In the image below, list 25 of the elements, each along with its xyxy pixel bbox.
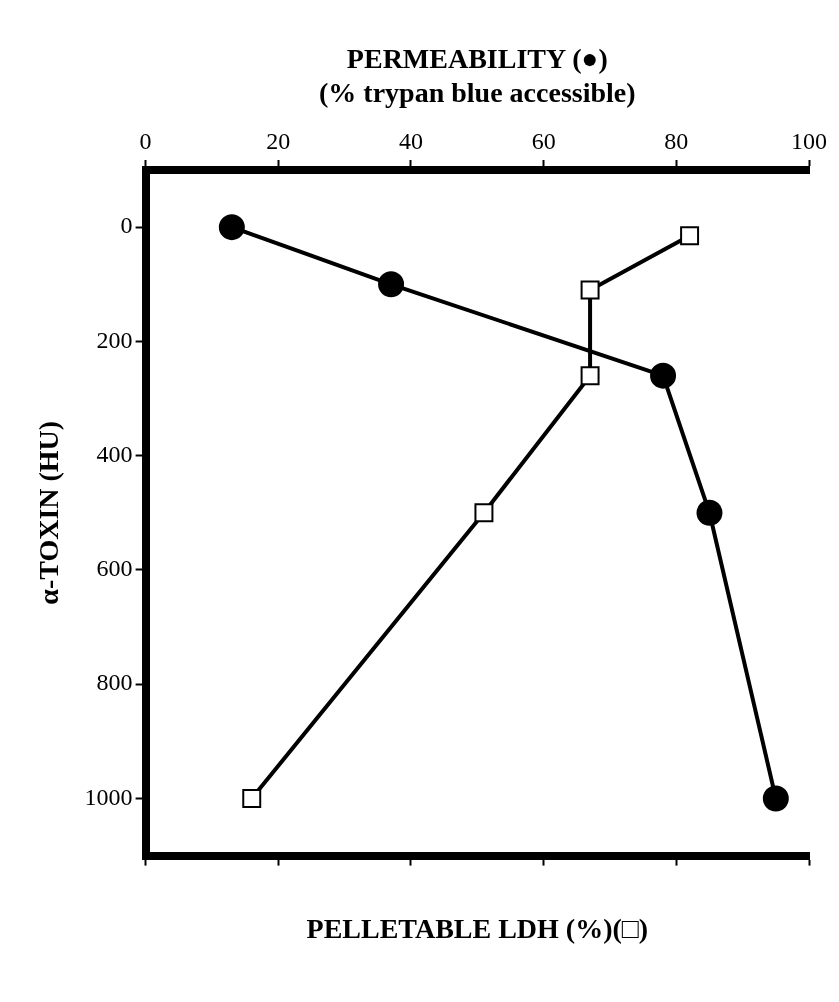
y-tick-label: 400 xyxy=(96,440,133,467)
x2-tick-label: 60 xyxy=(531,127,556,154)
y-tick-label: 600 xyxy=(96,555,133,582)
x2-tick-label: 0 xyxy=(139,127,152,154)
y-tick-label: 200 xyxy=(96,326,133,353)
point xyxy=(762,785,789,812)
x2-tick-label: 80 xyxy=(664,127,689,154)
point xyxy=(378,271,405,298)
point xyxy=(242,788,262,808)
point xyxy=(650,362,677,389)
x-axis-title: PELLETABLE LDH (%)(□) xyxy=(306,913,649,945)
point xyxy=(218,214,245,241)
y-tick-label: 800 xyxy=(96,669,133,696)
x2-axis-title: PERMEABILITY (●) (% trypan blue accessible) xyxy=(319,43,636,108)
x2-tick-label: 40 xyxy=(398,127,423,154)
y-tick-label: 0 xyxy=(120,212,133,239)
x2-tick-label: 20 xyxy=(266,127,291,154)
x2-tick-label: 100 xyxy=(791,127,827,154)
point xyxy=(580,366,600,386)
point xyxy=(474,503,494,523)
point xyxy=(580,280,600,300)
y-tick-label: 1000 xyxy=(84,783,133,810)
y-axis-title: α-TOXIN (HU) xyxy=(33,420,65,605)
point xyxy=(696,499,723,526)
point xyxy=(680,226,700,246)
